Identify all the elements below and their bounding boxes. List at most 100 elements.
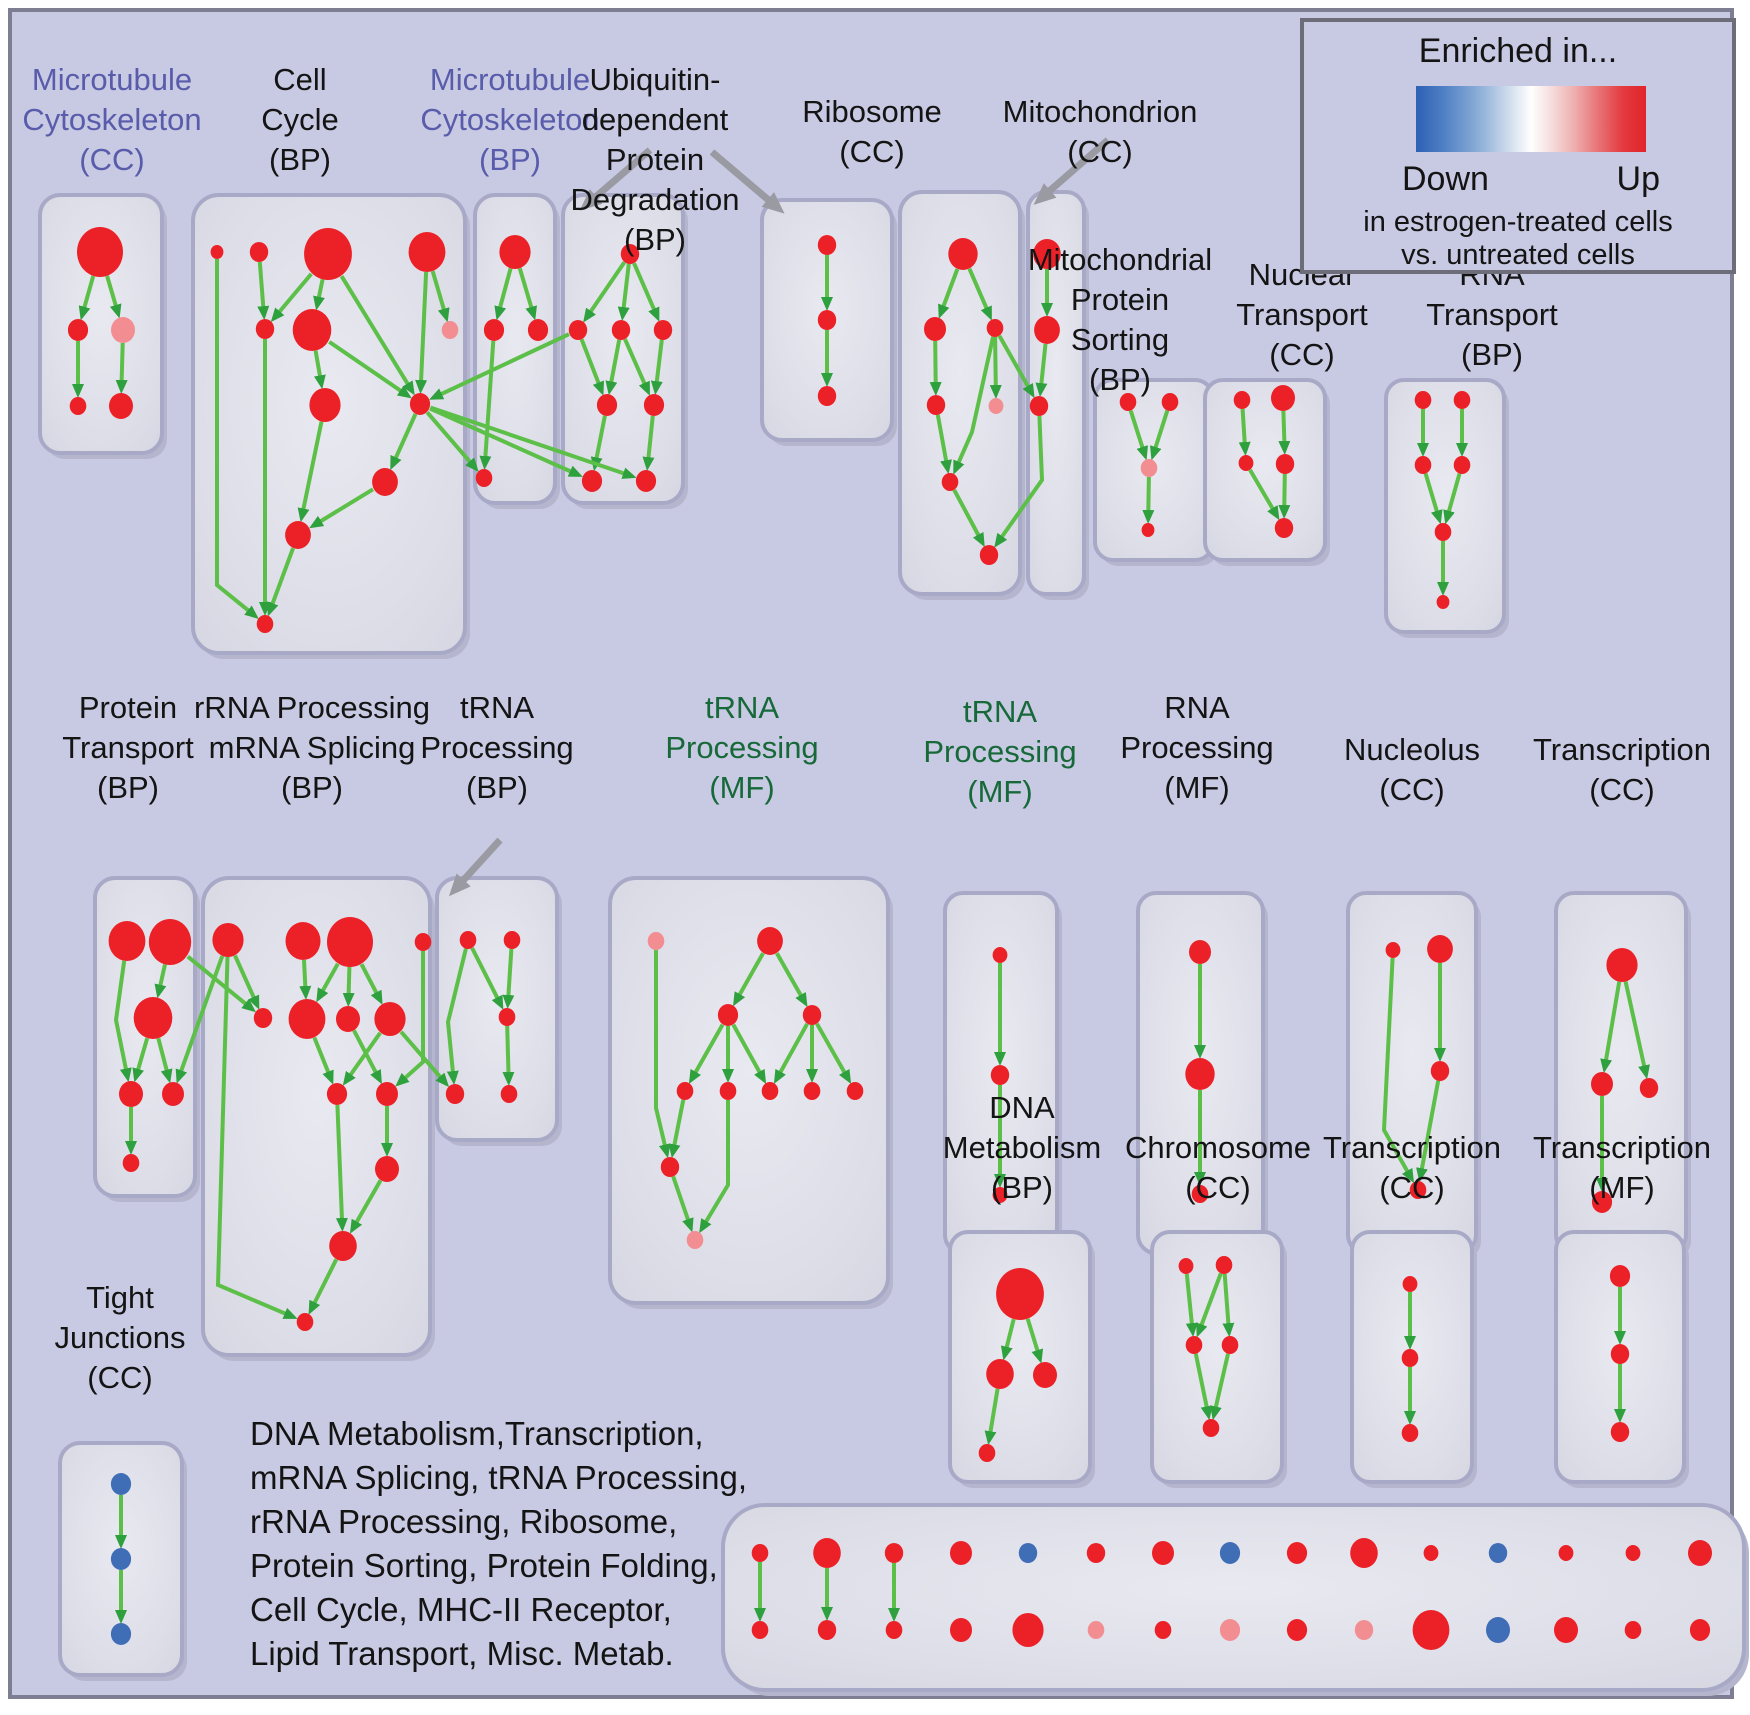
box-ribosome [898,190,1022,596]
box-microtubule-bp [473,193,557,505]
node-chromosome-2 [1185,1336,1203,1354]
edge [470,947,504,1010]
edge [215,956,298,1319]
edge [1184,1273,1198,1338]
edge [335,1104,348,1232]
legend-title: Enriched in... [1418,32,1618,70]
node-microtubule-cc-2 [111,317,135,343]
node-rna-transport-2 [1414,456,1432,474]
edge [313,350,326,390]
node-rna-transport-0 [1414,391,1432,409]
node-nuclear-transport-1 [1271,385,1295,411]
edge [699,1100,730,1234]
node-misc-cluster-27 [1554,1617,1578,1643]
node-transcription-cc-1-2 [1639,1078,1659,1098]
edge [731,1023,767,1085]
box-dna-metabolism [948,1230,1092,1484]
node-misc-cluster-2 [884,1543,904,1563]
node-protein-transport-4 [162,1082,184,1106]
edge [415,271,429,394]
edge [1623,981,1650,1080]
edge [775,952,808,1008]
tight-junctions-label: Tight Junctions (CC) [54,1280,186,1395]
edge [78,275,96,321]
node-rrna-mrna-0 [212,923,244,957]
edge [1381,957,1415,1184]
edge [328,340,412,399]
node-protein-transport-2 [133,997,173,1039]
box-nuclear-transport [1203,378,1327,562]
edge [953,336,996,475]
node-misc-cluster-5 [1086,1543,1106,1563]
node-mito-protein-sorting-1 [1161,393,1179,411]
box-chromosome [1150,1230,1284,1484]
edge [215,259,259,619]
node-rna-transport-5 [1436,595,1450,609]
node-ubiquitin-deg-2-0 [817,235,837,255]
node-misc-cluster-21 [1154,1621,1172,1639]
edge [938,268,960,319]
node-rrna-mrna-6 [336,1006,360,1032]
node-misc-cluster-24 [1354,1620,1374,1640]
node-ubiquitin-deg-2-2 [817,386,837,406]
node-chromosome-1 [1215,1256,1233,1274]
node-ribosome-0 [948,238,978,270]
node-nuclear-transport-4 [1274,518,1294,538]
misc-cluster-text: DNA Metabolism,Transcription, mRNA Splic… [250,1415,748,1672]
edge [309,487,375,529]
node-cell-cycle-5 [292,309,332,351]
edge [339,275,415,396]
node-ribosome-1 [924,317,946,341]
node-rrna-mrna-4 [253,1008,273,1028]
edge [1423,473,1443,525]
edge [429,406,583,477]
node-cell-cycle-9 [372,468,398,496]
edge [257,261,270,321]
node-trna-bp-0 [459,931,477,949]
node-ribosome-4 [988,398,1004,414]
node-misc-cluster-18 [950,1618,972,1642]
node-protein-transport-0 [108,921,146,961]
trna-mf-2-label: tRNA Processing (MF) [923,694,1077,809]
node-microtubule-cc-0 [77,227,123,277]
legend-color-gradient-bar [1416,86,1646,152]
edge [1222,1273,1235,1338]
node-ribosome-5 [941,473,959,491]
node-misc-cluster-28 [1624,1621,1642,1639]
edge [313,278,325,311]
node-trna-mf-1-0 [647,932,665,950]
node-transcription-mf-0 [1609,1265,1631,1287]
node-misc-cluster-1 [813,1538,841,1568]
node-ubiquitin-deg-1-5 [643,394,665,416]
node-cell-cycle-3 [408,232,446,272]
edge [1443,473,1462,525]
edge [994,415,1045,548]
edge [1600,981,1622,1074]
node-trna-bp-2 [498,1008,516,1026]
node-rrna-mrna-11 [329,1231,357,1261]
edge [1193,1353,1213,1421]
edge [429,405,637,479]
node-cell-cycle-11 [256,615,274,633]
transcription-mf-label: Transcription (MF) [1532,1130,1712,1205]
node-mito-protein-sorting-3 [1141,523,1155,537]
node-trna-mf-1-2 [717,1004,739,1026]
node-microtubule-cc-4 [109,393,133,419]
edge [494,267,513,321]
box-misc-cluster [721,1503,1746,1692]
microtubule-bp-label: Microtubule Cytoskeleton (BP) [420,62,600,177]
node-mitochondrion-2 [1029,396,1049,416]
legend: Enriched in... Down Up in estrogen-treat… [1300,18,1736,274]
node-misc-cluster-22 [1219,1619,1241,1641]
node-dna-metabolism-3 [978,1444,996,1462]
edge [342,966,355,1007]
node-trna-mf-1-7 [803,1082,821,1100]
node-ubiquitin-deg-1-0 [620,244,640,264]
node-trna-bp-4 [500,1085,518,1103]
node-microtubule-bp-0 [499,235,531,269]
edge [312,1036,334,1085]
node-misc-cluster-26 [1486,1617,1510,1643]
node-trna-bp-1 [503,931,521,949]
